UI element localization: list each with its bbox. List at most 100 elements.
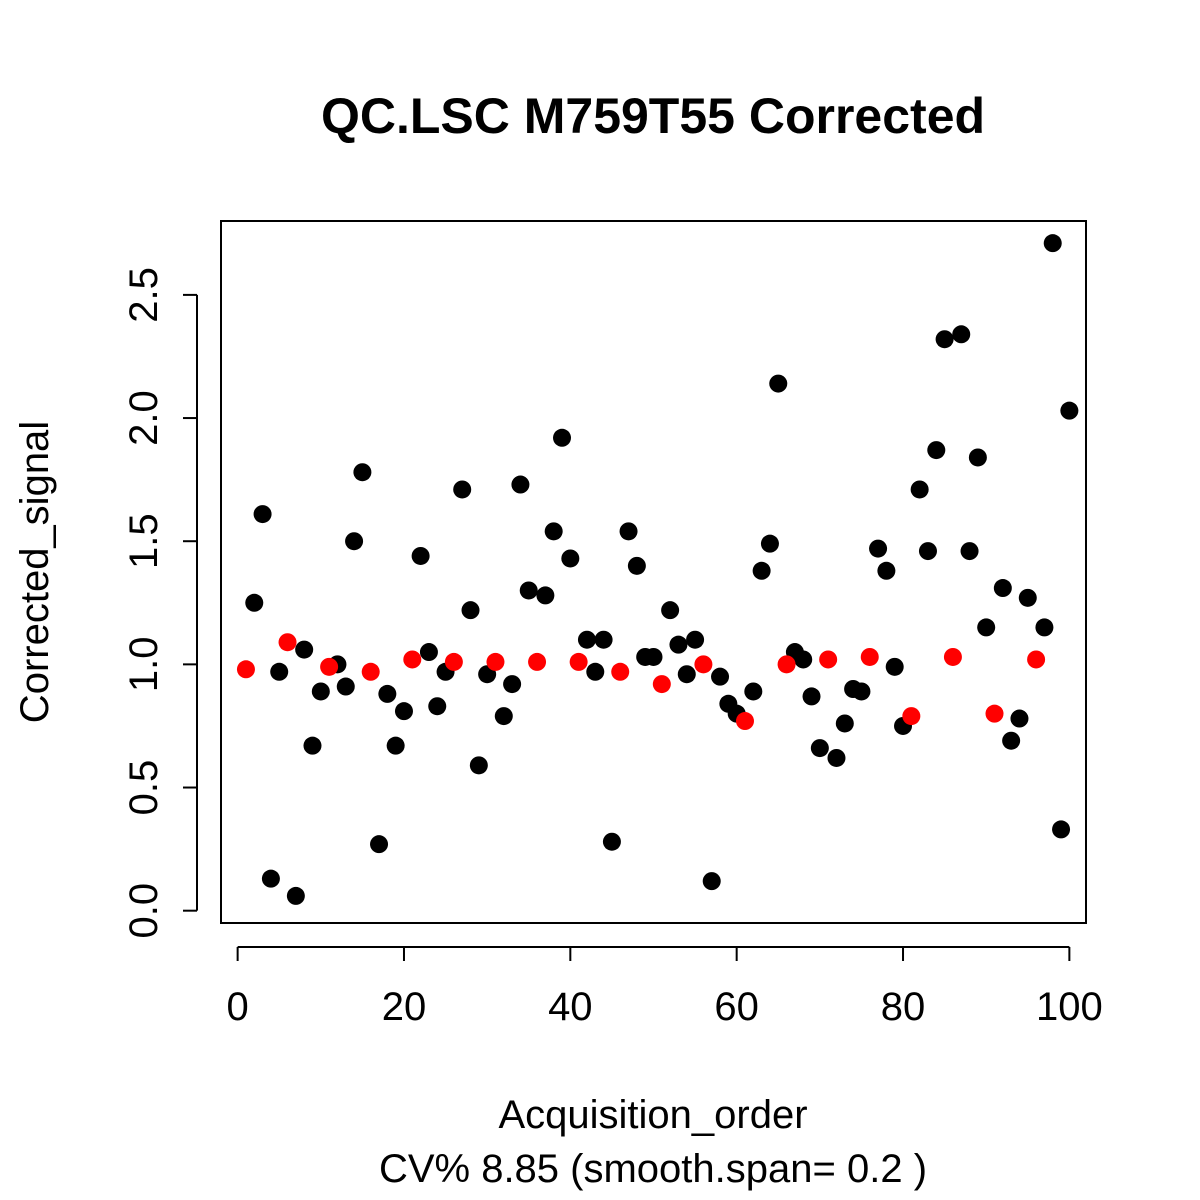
sample-point [1002,731,1021,750]
sample-point [877,561,896,580]
x-tick-label: 80 [881,985,926,1029]
qc-point [1027,650,1046,669]
sample-point [270,662,289,681]
sample-point [644,647,663,666]
plot-frame [220,220,1087,924]
sample-point [927,441,946,460]
sample-point [544,522,563,541]
sample-point [311,682,330,701]
sample-point [469,756,488,775]
sample-point [536,586,555,605]
qc-point [985,704,1004,723]
sample-point [711,667,730,686]
y-tick-label: 0.5 [122,760,166,816]
sample-point [1018,588,1037,607]
sample-point [827,748,846,767]
sample-point [661,601,680,620]
sample-point [503,675,522,694]
sample-point [769,374,788,393]
sample-point [977,618,996,637]
sample-point [253,505,272,524]
sample-point [428,697,447,716]
qc-point [777,655,796,674]
qc-point [569,652,588,671]
sample-point [411,546,430,565]
sample-point [993,579,1012,598]
sample-point [295,640,314,659]
qc-point [611,662,630,681]
sample-point [286,886,305,905]
chart-title: QC.LSC M759T55 Corrected [321,88,985,144]
sample-point [1035,618,1054,637]
sample-point [1052,820,1071,839]
sample-point [885,657,904,676]
sample-point [935,330,954,349]
sample-point [561,549,580,568]
sample-point [794,650,813,669]
sample-point [1043,234,1062,253]
qc-point [444,652,463,671]
x-axis: 0 20 40 60 80 100 [227,946,1103,1029]
qc-point [735,712,754,731]
sample-point [1010,709,1029,728]
sample-point [577,630,596,649]
sample-point [852,682,871,701]
qc-point [320,657,339,676]
sample-point [261,869,280,888]
y-tick-label: 0.0 [122,883,166,939]
sample-point [869,539,888,558]
qc-point [528,652,547,671]
sample-point [370,835,389,854]
sample-point [519,581,538,600]
sample-point [760,534,779,553]
y-axis: 0.0 0.5 1.0 1.5 2.0 2.5 [122,267,198,939]
sample-point [619,522,638,541]
sample-point [494,707,513,726]
qc-point [236,660,255,679]
sample-point [968,448,987,467]
sample-point [686,630,705,649]
qc-point [486,652,505,671]
sample-point [594,630,613,649]
qc-point [860,647,879,666]
chart-subtitle: CV% 8.85 (smooth.span= 0.2 ) [379,1147,927,1191]
x-tick-label: 40 [548,985,593,1029]
x-tick-label: 100 [1036,985,1103,1029]
sample-point [810,739,829,758]
sample-point [345,532,364,551]
qc-point [361,662,380,681]
sample-point [702,872,721,891]
sample-point [960,542,979,561]
sample-point [835,714,854,733]
sample-point [378,684,397,703]
sample-point [677,665,696,684]
y-tick-label: 2.0 [122,390,166,446]
sample-point [394,702,413,721]
sample-point [353,463,372,482]
sample-point [419,643,438,662]
qc-point [278,633,297,652]
y-tick-label: 1.5 [122,513,166,569]
sample-point [669,635,688,654]
x-axis-label: Acquisition_order [498,1093,807,1137]
x-tick-label: 0 [227,985,249,1029]
sample-point [511,475,530,494]
x-tick-label: 60 [714,985,759,1029]
sample-point [553,428,572,447]
qc-point [902,707,921,726]
sample-point [952,325,971,344]
qc-point [943,647,962,666]
sample-point [602,832,621,851]
sample-point [910,480,929,499]
sample-point [453,480,472,499]
y-axis-label: Corrected_signal [13,421,57,723]
data-points [236,234,1079,905]
qc-point [403,650,422,669]
sample-point [744,682,763,701]
sample-point [752,561,771,580]
sample-point [336,677,355,696]
qc-point [819,650,838,669]
sample-point [627,556,646,575]
x-tick-label: 20 [382,985,427,1029]
